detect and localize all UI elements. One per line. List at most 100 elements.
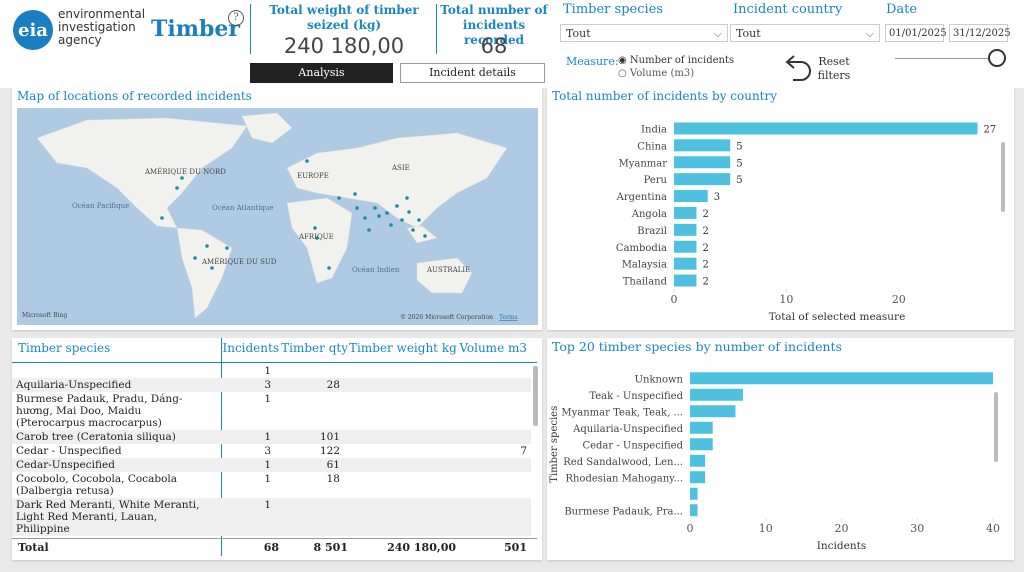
date-input[interactable]: 01/01/2025 (885, 24, 947, 42)
column-header[interactable]: Volume m3 (459, 341, 527, 355)
toggle[interactable] (988, 49, 1006, 67)
map-label: AMÉRIQUE DU SUD (201, 257, 277, 266)
bar (674, 139, 731, 152)
map-label: Océan Pacifique (72, 202, 129, 210)
table-cell (344, 378, 451, 392)
bar (690, 372, 993, 385)
x-axis-title: Incidents (817, 540, 866, 552)
scrollbar (1001, 142, 1005, 212)
table-cell: 1 (264, 393, 271, 405)
header (0, 0, 1024, 88)
table-cell (451, 458, 531, 472)
map-label: EUROPE (297, 172, 329, 180)
tab-button[interactable]: Analysis (250, 63, 393, 83)
measure-label: Measure: (566, 55, 619, 68)
map-label: ASIE (391, 164, 410, 172)
table-row[interactable]: Carob tree (Ceratonia siliqua) 1 101 (12, 430, 531, 444)
table-cell (275, 498, 344, 536)
column-header[interactable]: Timber weight kg (349, 341, 457, 355)
map[interactable]: AMÉRIQUE DU NORD EUROPE ASIE Océan Pacif… (17, 108, 538, 325)
table-cell (451, 378, 531, 392)
total-cell: 240 180,00 (387, 541, 456, 554)
dropdown[interactable]: Tout ⌵ (560, 24, 728, 42)
table-cell: 3 (264, 445, 271, 457)
y-tick-label: Rhodesian Mahogany... (565, 473, 683, 484)
y-tick-label: Argentina (616, 192, 667, 203)
tab-button[interactable]: Incident details (400, 63, 545, 83)
data-label: 2 (702, 277, 708, 288)
y-tick-label: Teak - Unspecified (589, 391, 683, 402)
table-cell: 7 (520, 445, 527, 457)
total-cell: 8 501 (313, 541, 348, 554)
bar-chart: 0 10 20 Total of selected measure India 27 Chi… (616, 122, 1005, 323)
table-cell: 28 (326, 379, 340, 391)
table-cell: 1 (264, 459, 271, 471)
org-name: agency (58, 33, 102, 47)
bar (690, 504, 698, 517)
radio-text: Number of incidents (629, 55, 735, 66)
kpi-value: 240 180,00 (283, 34, 405, 58)
dropdown[interactable]: Tout ⌵ (730, 24, 880, 42)
y-tick-label: India (641, 124, 667, 135)
map-terms[interactable]: Terms (499, 314, 518, 321)
bar (690, 471, 706, 484)
bar (674, 190, 708, 203)
column-header[interactable]: Timber qty (281, 341, 348, 355)
help-icon[interactable]: ? (228, 10, 244, 26)
y-tick-label: Burmese Padauk, Pra... (564, 506, 683, 517)
table-cell (344, 472, 451, 498)
table-row[interactable]: Cedar-Unspecified 1 61 (12, 458, 531, 472)
reset-text[interactable]: Reset filters (817, 55, 851, 82)
table-cell (451, 498, 531, 536)
table-row[interactable]: Cocobolo, Cocobola, Cocabola (Dalbergia … (12, 472, 531, 498)
org-name: environmental (58, 7, 146, 21)
table-row[interactable]: Cedar - Unspecified 3 122 7 (12, 444, 531, 458)
x-tick-label: 0 (687, 522, 694, 535)
map-label: AUSTRALIE (426, 266, 470, 274)
data-label: 2 (702, 209, 708, 220)
radio-option[interactable]: ◉ Number of incidents (618, 55, 735, 66)
y-tick-label: Myanmar (618, 158, 667, 169)
map-label: Océan Atlantique (212, 204, 274, 212)
table-cell (344, 430, 451, 444)
x-axis-title: Total of selected measure (769, 311, 906, 323)
table-row[interactable]: 1 (12, 364, 531, 378)
data-label: 5 (736, 175, 742, 186)
date-input[interactable]: 31/12/2025 (949, 24, 1011, 42)
reset-icon[interactable] (781, 52, 813, 86)
x-tick-label: 30 (910, 522, 924, 535)
bar (674, 274, 697, 287)
page-title: Timber (151, 16, 240, 42)
table-cell (344, 364, 451, 378)
table-row[interactable]: Burmese Padauk, Pradu, Dáng-hương, Mai D… (12, 392, 531, 430)
table-row[interactable]: Aquilaria-Unspecified 3 28 (12, 378, 531, 392)
table-cell: Cedar - Unspecified (16, 445, 122, 457)
x-tick-label: 20 (892, 293, 906, 306)
bar (690, 388, 744, 401)
table-cell: 1 (264, 473, 271, 485)
data-label: 5 (736, 141, 742, 152)
y-tick-label: Red Sandalwood, Len... (563, 457, 683, 468)
column-header[interactable]: Incidents (222, 341, 279, 355)
table-cell (344, 458, 451, 472)
bar (674, 257, 697, 270)
x-tick-label: 10 (779, 293, 793, 306)
table-cell (344, 444, 451, 458)
scrollbar (994, 392, 998, 462)
bar (690, 454, 706, 467)
x-tick-label: 20 (835, 522, 849, 535)
bar (690, 487, 698, 500)
column-header[interactable]: Timber species (18, 341, 111, 355)
table-cell: 61 (326, 459, 340, 471)
y-tick-label: Peru (644, 175, 668, 186)
logo-icon: eia (13, 10, 53, 50)
total-cell: 68 (263, 541, 279, 554)
bar (674, 122, 978, 135)
total-cell: Total (18, 541, 49, 554)
y-tick-label: Thailand (623, 277, 668, 288)
filter-label: Timber species (563, 2, 664, 17)
table-cell: 18 (326, 473, 340, 485)
radio-option[interactable]: ○ Volume (m3) (618, 68, 695, 79)
table-row[interactable]: Dark Red Meranti, White Meranti, Light R… (12, 498, 531, 536)
table-cell (275, 392, 344, 430)
